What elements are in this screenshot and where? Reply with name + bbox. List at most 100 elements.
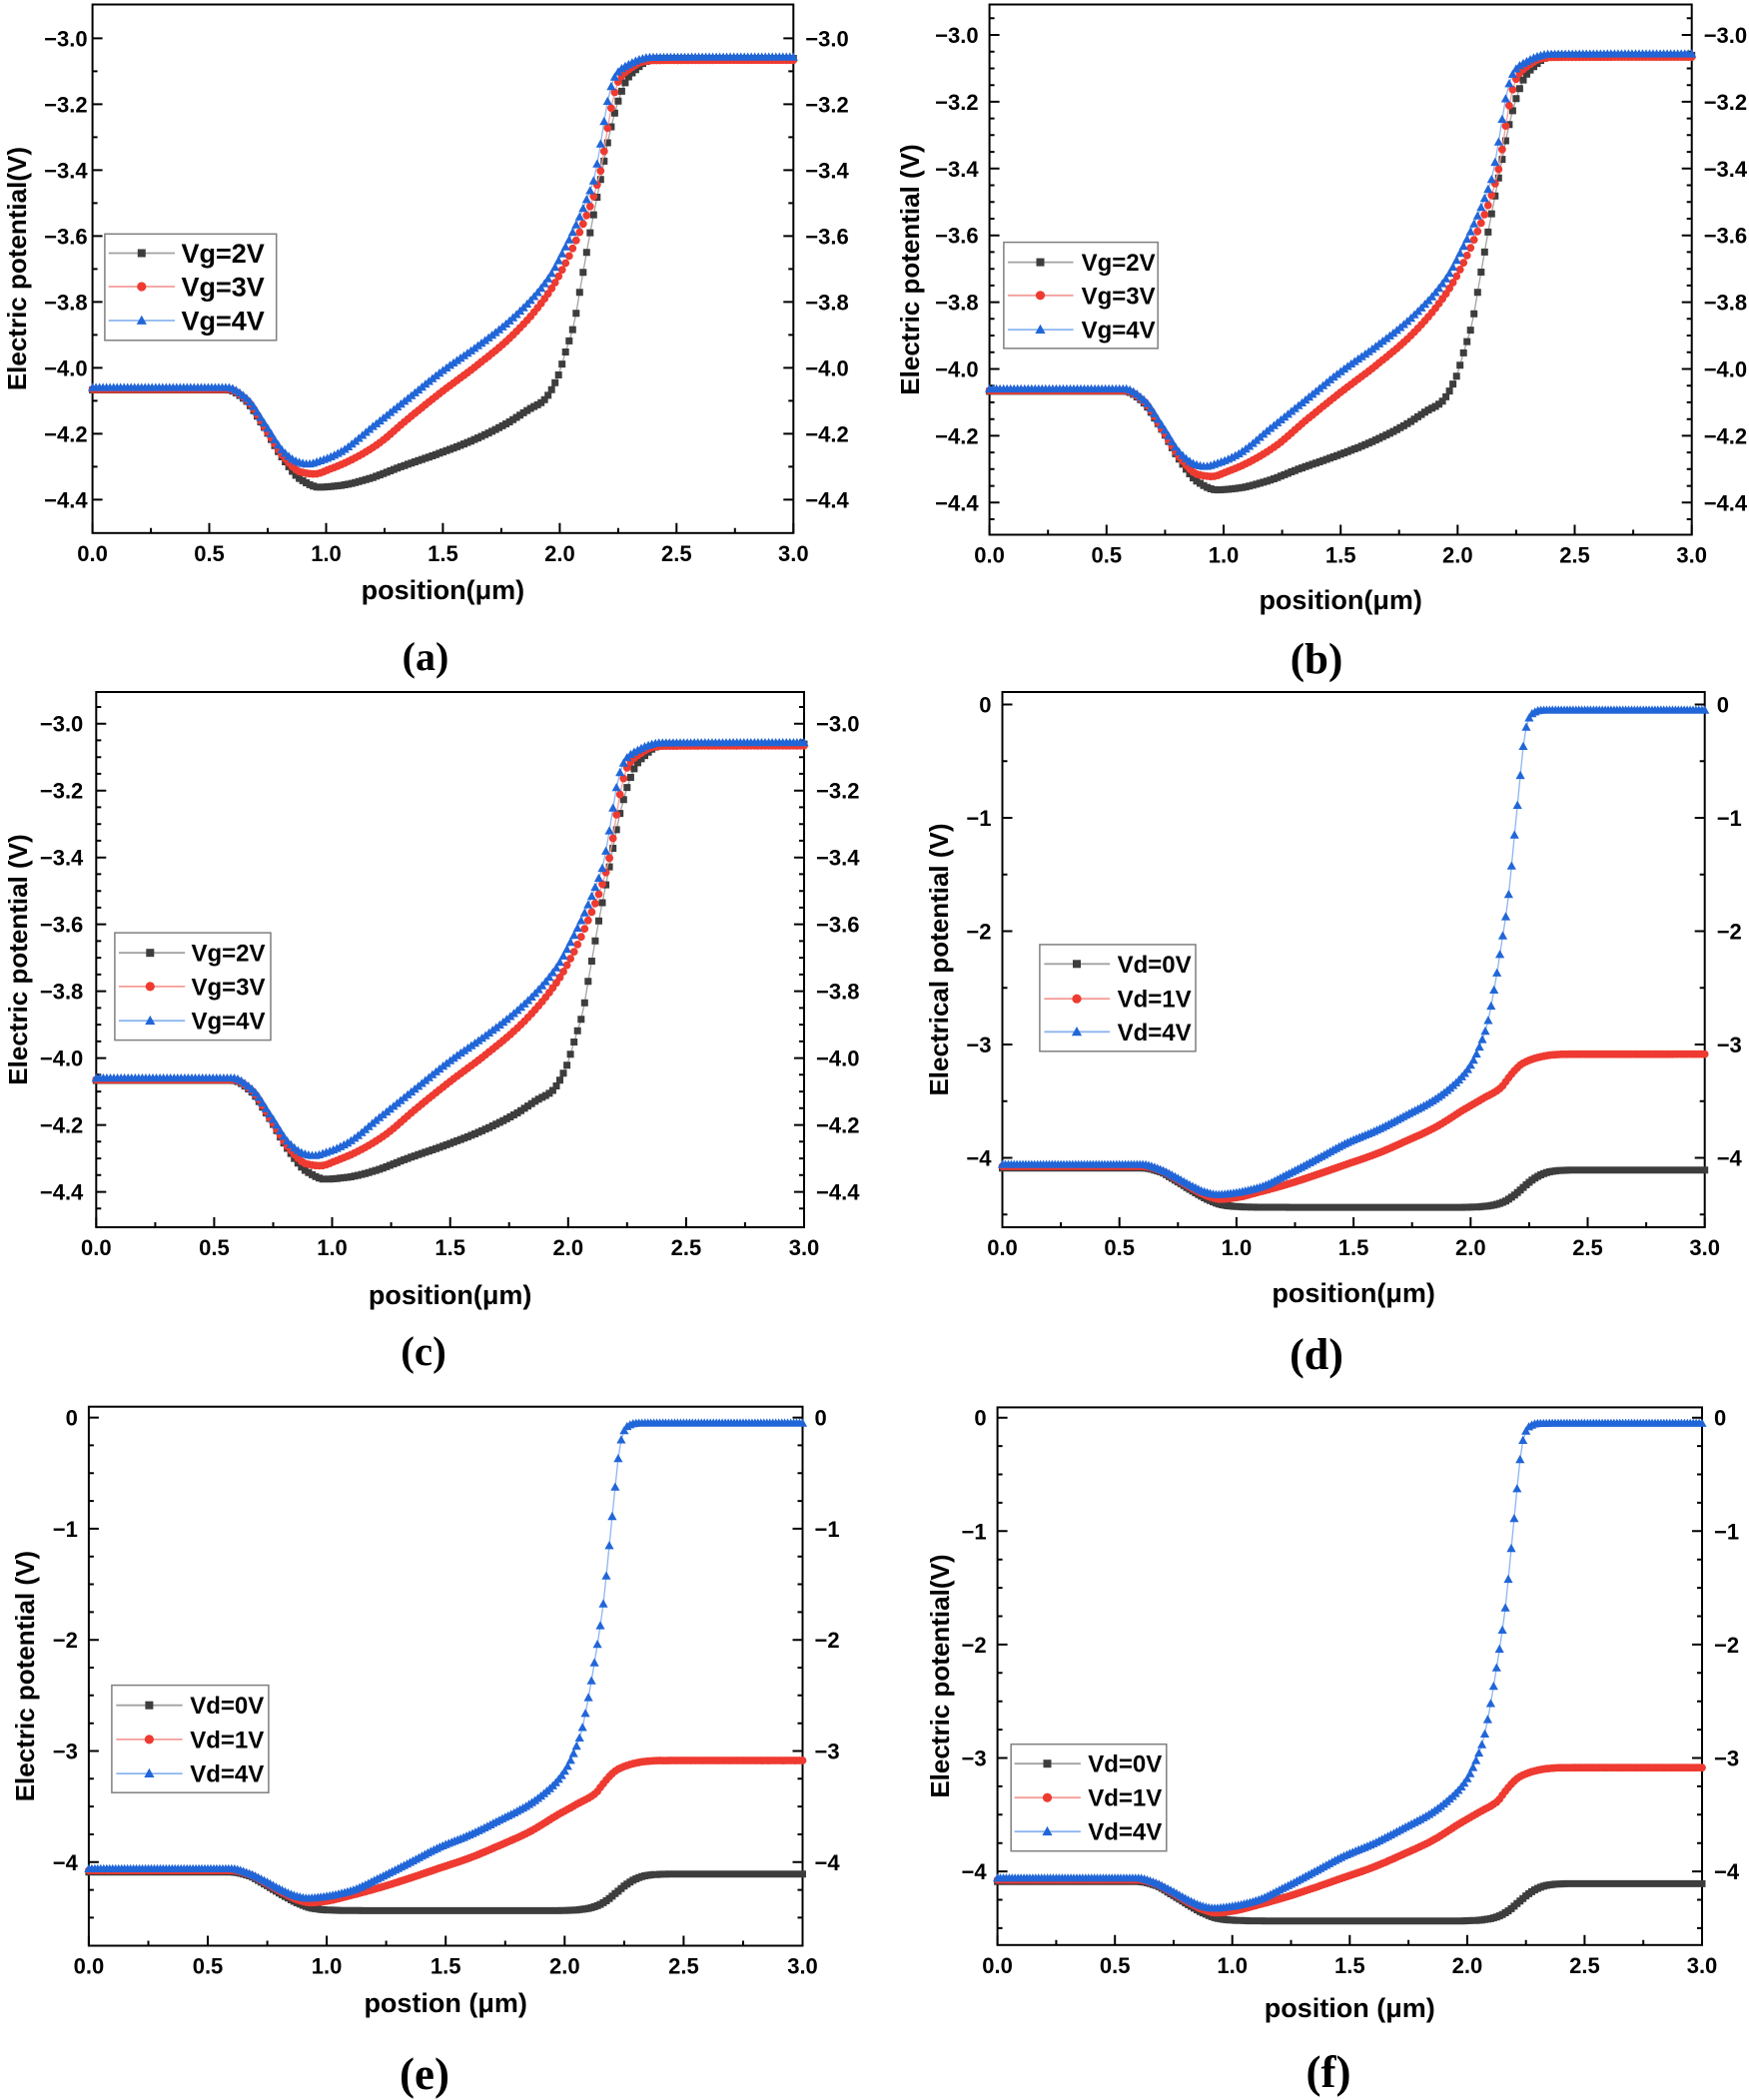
svg-text:2.5: 2.5 [1572, 1235, 1603, 1260]
svg-text:3.0: 3.0 [778, 541, 809, 566]
svg-text:−1: −1 [1714, 1519, 1739, 1544]
svg-text:1.5: 1.5 [1325, 543, 1356, 568]
svg-text:3.0: 3.0 [1689, 1235, 1720, 1260]
svg-text:−2: −2 [815, 1628, 840, 1653]
svg-text:(c): (c) [401, 1328, 446, 1374]
svg-text:Electrical potential (V): Electrical potential (V) [924, 823, 954, 1095]
svg-text:−4: −4 [966, 1146, 992, 1171]
svg-text:−4.0: −4.0 [935, 357, 978, 382]
svg-text:2.0: 2.0 [1442, 543, 1473, 568]
svg-text:−4.4: −4.4 [40, 1180, 84, 1205]
svg-text:−4.0: −4.0 [805, 355, 848, 380]
svg-text:−3: −3 [1717, 1033, 1742, 1057]
svg-text:3.0: 3.0 [1687, 1953, 1718, 1978]
svg-text:−3.0: −3.0 [805, 26, 848, 51]
svg-text:0: 0 [979, 693, 991, 718]
svg-text:Vg=3V: Vg=3V [182, 273, 265, 303]
svg-text:−4.2: −4.2 [1704, 423, 1747, 448]
svg-text:−3.0: −3.0 [816, 712, 859, 737]
svg-text:−3.2: −3.2 [1704, 90, 1747, 115]
svg-text:Vd=4V: Vd=4V [1088, 1819, 1162, 1846]
svg-text:−3.6: −3.6 [44, 224, 87, 249]
svg-text:−3.2: −3.2 [816, 779, 859, 804]
svg-text:1.0: 1.0 [317, 1235, 348, 1260]
svg-text:−3: −3 [815, 1740, 840, 1764]
svg-text:2.0: 2.0 [553, 1235, 584, 1260]
svg-text:0.0: 0.0 [81, 1235, 112, 1260]
svg-text:−2: −2 [966, 920, 991, 945]
svg-text:Vg=3V: Vg=3V [192, 974, 266, 1001]
svg-text:0.5: 0.5 [1104, 1235, 1135, 1260]
svg-text:−3.4: −3.4 [40, 846, 84, 871]
svg-text:−3.8: −3.8 [1704, 291, 1747, 316]
svg-text:−3.0: −3.0 [44, 26, 87, 51]
svg-text:2.5: 2.5 [1569, 1953, 1600, 1978]
svg-text:−3.0: −3.0 [40, 712, 83, 737]
svg-text:Vd=1V: Vd=1V [190, 1727, 264, 1753]
svg-text:0.0: 0.0 [987, 1235, 1018, 1260]
svg-text:0: 0 [974, 1406, 986, 1431]
svg-text:3.0: 3.0 [1676, 543, 1707, 568]
svg-text:−3.6: −3.6 [1704, 224, 1747, 249]
svg-text:−4: −4 [1717, 1146, 1743, 1171]
svg-text:−3.4: −3.4 [1704, 157, 1748, 182]
svg-text:0: 0 [1714, 1406, 1726, 1431]
svg-text:−4.0: −4.0 [44, 355, 87, 380]
svg-text:0: 0 [1717, 693, 1729, 718]
svg-text:2.0: 2.0 [544, 541, 575, 566]
svg-text:0.5: 0.5 [194, 541, 225, 566]
svg-text:1.5: 1.5 [431, 1954, 461, 1979]
svg-text:−4.0: −4.0 [40, 1047, 83, 1071]
svg-text:−4.4: −4.4 [805, 487, 849, 512]
svg-text:−3.6: −3.6 [935, 224, 978, 249]
svg-text:position(μm): position(μm) [362, 575, 525, 605]
svg-text:0: 0 [815, 1406, 827, 1431]
svg-text:0.0: 0.0 [74, 1954, 105, 1979]
svg-text:−3.2: −3.2 [40, 779, 83, 804]
svg-text:position(μm): position(μm) [369, 1280, 532, 1310]
svg-text:−2: −2 [1717, 920, 1742, 945]
svg-text:−3.6: −3.6 [816, 913, 859, 938]
svg-text:−3: −3 [962, 1747, 987, 1771]
svg-text:−4: −4 [815, 1850, 841, 1875]
svg-text:−4.0: −4.0 [816, 1047, 859, 1071]
svg-text:−2: −2 [1714, 1633, 1739, 1658]
svg-text:0.0: 0.0 [974, 543, 1005, 568]
svg-text:1.5: 1.5 [1334, 1953, 1365, 1978]
svg-text:3.0: 3.0 [789, 1235, 820, 1260]
svg-text:1.0: 1.0 [1217, 1953, 1248, 1978]
svg-text:0.0: 0.0 [982, 1953, 1013, 1978]
svg-text:−4.2: −4.2 [805, 421, 848, 446]
svg-text:Vg=4V: Vg=4V [182, 307, 265, 337]
svg-text:position(μm): position(μm) [1272, 1278, 1435, 1308]
svg-text:−3.2: −3.2 [44, 92, 87, 117]
svg-text:(a): (a) [403, 634, 449, 679]
svg-text:Vd=4V: Vd=4V [190, 1761, 264, 1788]
svg-text:2.5: 2.5 [661, 541, 692, 566]
svg-text:2.5: 2.5 [1559, 543, 1590, 568]
svg-text:Vd=0V: Vd=0V [190, 1693, 264, 1720]
svg-text:(d): (d) [1290, 1330, 1343, 1379]
svg-text:−3.4: −3.4 [805, 158, 849, 183]
svg-text:position (μm): position (μm) [1265, 1993, 1435, 2023]
svg-text:0.5: 0.5 [1100, 1953, 1131, 1978]
svg-text:1.5: 1.5 [1338, 1235, 1369, 1260]
svg-text:−3.8: −3.8 [935, 291, 978, 316]
svg-text:Electric potential (V): Electric potential (V) [3, 834, 33, 1084]
svg-text:−4.4: −4.4 [44, 487, 88, 512]
svg-text:−3: −3 [1714, 1747, 1739, 1771]
svg-text:2.0: 2.0 [1455, 1235, 1486, 1260]
svg-text:−4.2: −4.2 [44, 421, 87, 446]
svg-text:−3.2: −3.2 [805, 92, 848, 117]
svg-text:−4: −4 [53, 1850, 79, 1875]
svg-text:Vg=2V: Vg=2V [1082, 250, 1156, 277]
svg-text:3.0: 3.0 [787, 1954, 818, 1979]
svg-text:position(μm): position(μm) [1259, 585, 1422, 615]
svg-text:0.5: 0.5 [193, 1954, 224, 1979]
svg-text:−3.8: −3.8 [40, 980, 83, 1005]
svg-text:0.0: 0.0 [77, 541, 108, 566]
svg-text:−1: −1 [1717, 806, 1742, 831]
svg-text:−4: −4 [1714, 1859, 1740, 1884]
svg-text:Vd=1V: Vd=1V [1118, 987, 1192, 1014]
svg-text:2.5: 2.5 [668, 1954, 699, 1979]
